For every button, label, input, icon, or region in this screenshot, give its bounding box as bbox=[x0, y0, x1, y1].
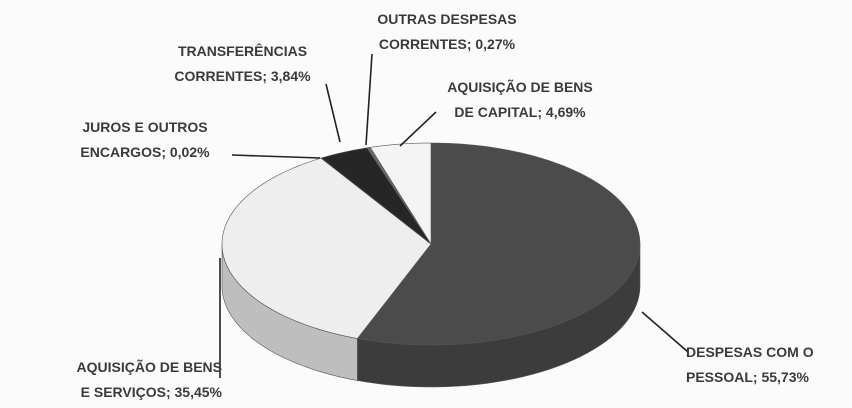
pie-slice bbox=[369, 142, 432, 246]
label-separator: ; bbox=[537, 104, 543, 120]
category-label: AQUISIÇÃO DE BENS E SERVIÇOS bbox=[76, 359, 222, 400]
data-label: TRANSFERÊNCIAS CORRENTES; 3,84% bbox=[160, 39, 325, 89]
pie-slice bbox=[356, 142, 641, 346]
category-label: DESPESAS COM O PESSOAL bbox=[686, 344, 814, 385]
data-label: AQUISIÇÃO DE BENS DE CAPITAL; 4,69% bbox=[430, 75, 610, 125]
label-separator: ; bbox=[466, 36, 472, 52]
leader-line bbox=[231, 154, 321, 159]
label-separator: ; bbox=[262, 68, 267, 84]
value-label: 0,02% bbox=[169, 144, 210, 160]
data-label: OUTRAS DESPESAS CORRENTES; 0,27% bbox=[362, 7, 532, 57]
data-label: JUROS E OUTROS ENCARGOS; 0,02% bbox=[60, 115, 230, 165]
category-label: OUTRAS DESPESAS CORRENTES bbox=[377, 11, 517, 52]
value-label: 35,45% bbox=[174, 384, 222, 400]
label-separator: ; bbox=[752, 369, 758, 385]
pie-slice bbox=[320, 147, 432, 245]
leader-line bbox=[325, 83, 341, 143]
value-label: 4,69% bbox=[545, 104, 586, 120]
category-label: AQUISIÇÃO DE BENS DE CAPITAL bbox=[447, 79, 593, 120]
category-label: JUROS E OUTROS ENCARGOS bbox=[80, 119, 208, 160]
data-label: DESPESAS COM O PESSOAL; 55,73% bbox=[686, 340, 852, 390]
label-separator: ; bbox=[165, 384, 171, 400]
value-label: 3,84% bbox=[270, 68, 311, 84]
value-label: 0,27% bbox=[475, 36, 516, 52]
leader-line bbox=[641, 311, 689, 353]
data-label: AQUISIÇÃO DE BENS E SERVIÇOS; 35,45% bbox=[0, 355, 222, 405]
category-label: TRANSFERÊNCIAS CORRENTES bbox=[174, 43, 308, 84]
label-separator: ; bbox=[161, 144, 166, 160]
leader-line bbox=[365, 53, 373, 146]
leader-line bbox=[399, 111, 437, 147]
value-label: 55,73% bbox=[761, 369, 809, 385]
